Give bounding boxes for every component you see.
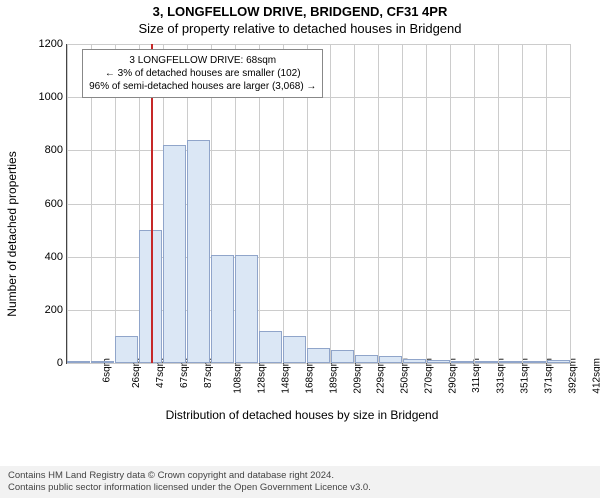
- gridline-v: [330, 44, 331, 363]
- chart-title-line2: Size of property relative to detached ho…: [0, 19, 600, 42]
- histogram-bar: [283, 336, 306, 363]
- x-tick-label: 371sqm: [544, 358, 555, 394]
- gridline-v: [570, 44, 571, 363]
- gridline-v: [67, 44, 68, 363]
- footer-attribution: Contains HM Land Registry data © Crown c…: [0, 466, 600, 498]
- x-tick-label: 270sqm: [424, 358, 435, 394]
- gridline-v: [402, 44, 403, 363]
- x-tick-label: 128sqm: [256, 358, 267, 394]
- histogram-bar: [403, 359, 426, 363]
- x-tick-label: 351sqm: [520, 358, 531, 394]
- gridline-v: [474, 44, 475, 363]
- x-tick-label: 168sqm: [304, 358, 315, 394]
- x-tick-label: 209sqm: [352, 358, 363, 394]
- footer-line1: Contains HM Land Registry data © Crown c…: [8, 470, 592, 482]
- histogram-bar: [475, 361, 498, 363]
- gridline-h: [67, 44, 570, 45]
- footer-line2: Contains public sector information licen…: [8, 482, 592, 494]
- y-tick-label: 600: [31, 198, 63, 210]
- annotation-line: 96% of semi-detached houses are larger (…: [89, 80, 316, 93]
- histogram-bar: [307, 348, 330, 363]
- gridline-v: [522, 44, 523, 363]
- x-tick-label: 331sqm: [496, 358, 507, 394]
- histogram-bar: [451, 361, 474, 363]
- gridline-h: [67, 150, 570, 151]
- histogram-bar: [187, 140, 210, 363]
- histogram-bar: [331, 350, 354, 363]
- y-tick-label: 1000: [31, 91, 63, 103]
- x-tick-label: 148sqm: [280, 358, 291, 394]
- histogram-bar: [211, 255, 234, 363]
- gridline-h: [67, 204, 570, 205]
- y-tick-label: 0: [31, 357, 63, 369]
- annotation-box: 3 LONGFELLOW DRIVE: 68sqm← 3% of detache…: [82, 49, 323, 98]
- x-tick-label: 108sqm: [232, 358, 243, 394]
- x-axis-label: Distribution of detached houses by size …: [24, 408, 580, 422]
- histogram-bar: [259, 331, 282, 363]
- x-tick-label: 311sqm: [471, 358, 482, 393]
- gridline-v: [378, 44, 379, 363]
- y-tick-label: 200: [31, 304, 63, 316]
- x-tick-label: 392sqm: [568, 358, 579, 394]
- y-tick-label: 1200: [31, 38, 63, 50]
- histogram-bar: [163, 145, 186, 363]
- annotation-line: 3 LONGFELLOW DRIVE: 68sqm: [89, 54, 316, 67]
- gridline-v: [354, 44, 355, 363]
- y-tick-label: 800: [31, 144, 63, 156]
- x-tick-label: 229sqm: [376, 358, 387, 394]
- y-tick-label: 400: [31, 251, 63, 263]
- gridline-v: [546, 44, 547, 363]
- histogram-bar: [355, 355, 378, 363]
- histogram-bar: [115, 336, 138, 363]
- gridline-v: [498, 44, 499, 363]
- annotation-line: ← 3% of detached houses are smaller (102…: [89, 67, 316, 80]
- chart-container: Number of detached properties 0200400600…: [24, 44, 580, 424]
- y-axis-label: Number of detached properties: [5, 151, 19, 316]
- histogram-bar: [523, 361, 546, 363]
- gridline-v: [450, 44, 451, 363]
- chart-title-line1: 3, LONGFELLOW DRIVE, BRIDGEND, CF31 4PR: [0, 0, 600, 19]
- histogram-bar: [235, 255, 258, 363]
- histogram-bar: [67, 361, 90, 363]
- histogram-bar: [547, 360, 570, 363]
- x-tick-label: 250sqm: [400, 358, 411, 394]
- x-tick-label: 412sqm: [592, 358, 600, 394]
- histogram-bar: [499, 361, 522, 363]
- x-tick-label: 189sqm: [328, 358, 339, 394]
- histogram-bar: [427, 360, 450, 363]
- plot-area: 0200400600800100012006sqm26sqm47sqm67sqm…: [66, 44, 570, 364]
- gridline-v: [426, 44, 427, 363]
- x-tick-label: 290sqm: [448, 358, 459, 394]
- histogram-bar: [379, 356, 402, 363]
- gridline-h: [67, 363, 570, 364]
- histogram-bar: [91, 361, 114, 363]
